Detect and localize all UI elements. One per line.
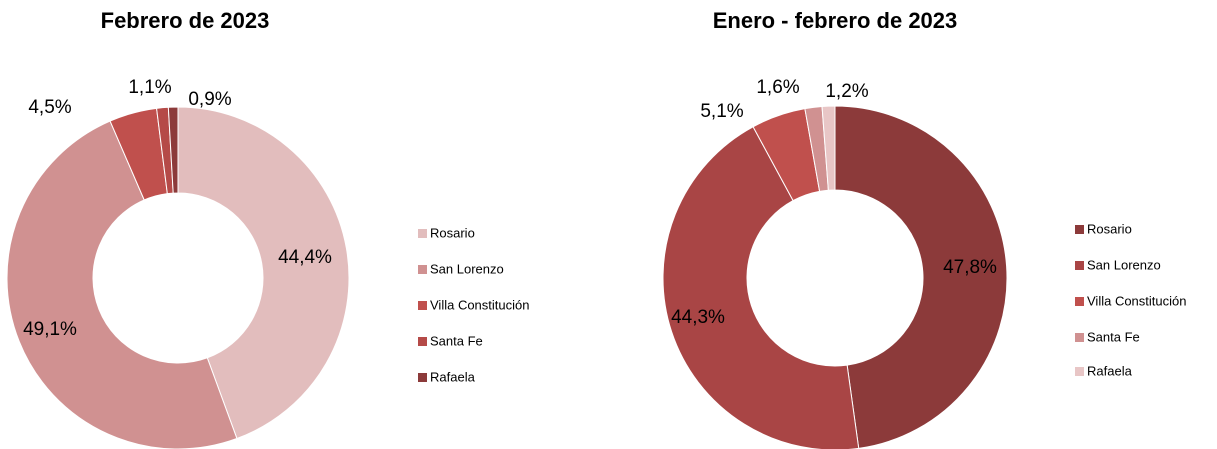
legend-swatch <box>418 265 427 274</box>
legend-swatch <box>418 337 427 346</box>
legend-label: Rosario <box>430 225 475 240</box>
legend-swatch <box>1075 297 1084 306</box>
data-label: 4,5% <box>28 97 71 118</box>
legend-swatch <box>418 229 427 238</box>
donut-slice <box>662 126 860 449</box>
legend-swatch <box>1075 225 1084 234</box>
donut-slice <box>821 105 836 191</box>
data-label: 1,6% <box>756 77 799 98</box>
legend-label: Villa Constitución <box>430 297 529 312</box>
donut-slice <box>167 106 179 194</box>
data-label: 0,9% <box>188 89 231 110</box>
legend-label: San Lorenzo <box>1087 257 1161 272</box>
donut-slice <box>6 120 238 449</box>
data-label: 5,1% <box>700 101 743 122</box>
data-label: 1,1% <box>128 77 171 98</box>
donut-slice <box>834 105 1008 449</box>
legend-label: Villa Constitución <box>1087 293 1186 308</box>
legend-label: San Lorenzo <box>430 261 504 276</box>
data-label: 44,4% <box>278 247 332 268</box>
chart-title: Febrero de 2023 <box>101 8 270 33</box>
data-label: 1,2% <box>825 81 868 102</box>
legend-swatch <box>418 373 427 382</box>
chart-title: Enero - febrero de 2023 <box>713 8 958 33</box>
legend-label: Rosario <box>1087 221 1132 236</box>
legend-label: Rafaela <box>1087 363 1133 378</box>
legend-swatch <box>1075 367 1084 376</box>
legend-label: Santa Fe <box>1087 329 1140 344</box>
legend-label: Rafaela <box>430 369 476 384</box>
legend-label: Santa Fe <box>430 333 483 348</box>
legend-swatch <box>1075 261 1084 270</box>
donut-slice <box>177 106 350 440</box>
data-label: 49,1% <box>23 319 77 340</box>
data-label: 47,8% <box>943 257 997 278</box>
legend-swatch <box>418 301 427 310</box>
legend-swatch <box>1075 333 1084 342</box>
data-label: 44,3% <box>671 307 725 328</box>
